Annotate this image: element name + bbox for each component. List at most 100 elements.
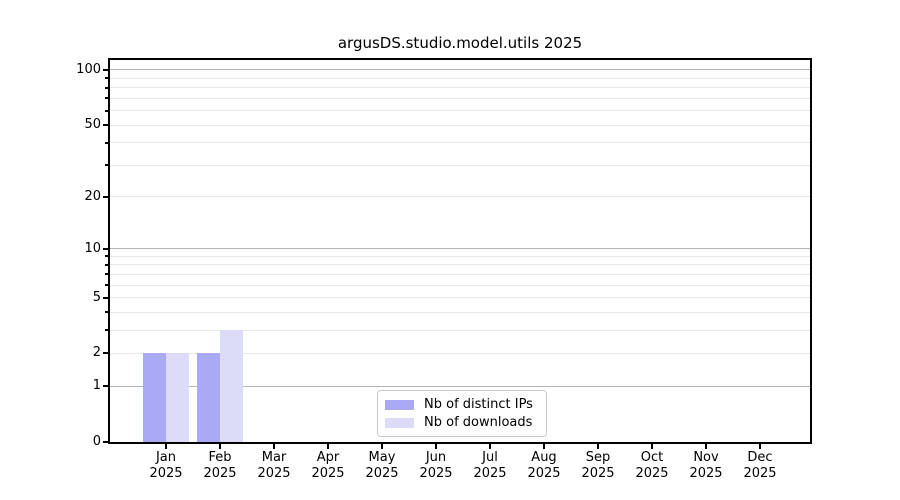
tick-gridline [110,196,810,198]
y-tick-mark [103,195,108,198]
x-tick-month: Dec [747,450,773,465]
y-tick-mark [103,124,108,127]
x-tick-mark [705,444,707,449]
x-tick-mark [435,444,437,449]
x-tick-year: 2025 [689,466,723,481]
x-tick-month: Feb [208,450,232,465]
bar-nb-of-downloads-feb [220,330,243,442]
major-gridline [110,385,810,387]
y-minor-tick-mark [105,263,108,266]
x-tick-month: Jun [425,450,447,465]
x-tick-year: 2025 [635,466,669,481]
x-tick-month: Mar [261,450,287,465]
x-tick-label: Nov 2025 [678,450,734,482]
x-tick-mark [165,444,167,449]
plot-area [108,58,812,444]
x-tick-year: 2025 [581,466,615,481]
x-tick-mark [489,444,491,449]
x-tick-year: 2025 [473,466,507,481]
y-minor-tick-mark [105,273,108,276]
y-tick-label: 0 [92,434,101,449]
x-tick-mark [219,444,221,449]
legend-swatch-downloads [385,417,414,428]
x-tick-label: Dec 2025 [732,450,788,482]
y-minor-tick-mark [105,164,108,167]
y-minor-tick-mark [105,311,108,314]
minor-gridline [110,311,810,313]
x-tick-mark [327,444,329,449]
y-minor-tick-mark [105,77,108,80]
x-tick-month: Nov [693,450,719,465]
y-minor-tick-mark [105,97,108,100]
minor-gridline [110,284,810,286]
y-minor-tick-mark [105,255,108,258]
y-minor-tick-mark [105,86,108,89]
bar-nb-of-downloads-jan [166,353,189,442]
y-tick-label: 2 [92,345,101,361]
x-tick-year: 2025 [743,466,777,481]
bar-nb-of-distinct-ips-jan [143,353,166,442]
major-gridline [110,248,810,250]
minor-gridline [110,142,810,144]
y-tick-label: 10 [84,240,101,256]
y-tick-label: 5 [92,289,101,305]
x-tick-year: 2025 [203,466,237,481]
tick-gridline [110,352,810,354]
x-tick-label: Apr 2025 [300,450,356,482]
legend-item-distinct-ips: Nb of distinct IPs [385,397,546,412]
x-tick-label: Jun 2025 [408,450,464,482]
x-tick-label: Oct 2025 [624,450,680,482]
x-tick-month: Aug [531,450,557,465]
legend-label-distinct-ips: Nb of distinct IPs [424,397,533,412]
x-tick-mark [651,444,653,449]
y-minor-tick-mark [105,284,108,287]
minor-gridline [110,97,810,99]
minor-gridline [110,77,810,79]
x-tick-label: Jul 2025 [462,450,518,482]
minor-gridline [110,110,810,112]
y-tick-mark [103,385,108,388]
x-tick-year: 2025 [257,466,291,481]
y-tick-mark [103,68,108,71]
minor-gridline [110,87,810,89]
legend-label-downloads: Nb of downloads [424,415,533,430]
x-tick-label: Jan 2025 [138,450,194,482]
minor-gridline [110,273,810,275]
legend-swatch-distinct-ips [385,399,414,410]
x-tick-month: Oct [640,450,664,465]
x-tick-mark [273,444,275,449]
x-tick-month: Jan [155,450,177,465]
y-tick-mark [103,352,108,355]
legend: Nb of distinct IPs Nb of downloads [377,390,547,437]
chart-title: argusDS.studio.model.utils 2025 [337,34,583,52]
x-tick-year: 2025 [311,466,345,481]
x-tick-month: Apr [316,450,340,465]
major-gridline [110,69,810,71]
x-tick-label: Sep 2025 [570,450,626,482]
y-minor-tick-mark [105,109,108,112]
minor-gridline [110,255,810,257]
tick-gridline [110,297,810,299]
x-tick-month: Jul [482,450,498,465]
legend-item-downloads: Nb of downloads [385,415,546,430]
x-tick-label: Aug 2025 [516,450,572,482]
x-tick-label: Mar 2025 [246,450,302,482]
x-tick-mark [381,444,383,449]
y-minor-tick-mark [105,329,108,332]
x-tick-mark [759,444,761,449]
y-tick-label: 100 [76,61,101,77]
x-tick-label: Feb 2025 [192,450,248,482]
minor-gridline [110,264,810,266]
minor-gridline [110,329,810,331]
bar-nb-of-distinct-ips-feb [197,353,220,442]
x-tick-mark [543,444,545,449]
minor-gridline [110,164,810,166]
y-tick-mark [103,247,108,250]
tick-gridline [110,124,810,126]
x-tick-month: May [368,450,396,465]
x-tick-year: 2025 [527,466,561,481]
x-tick-mark [597,444,599,449]
x-tick-year: 2025 [419,466,453,481]
y-tick-mark [103,296,108,299]
